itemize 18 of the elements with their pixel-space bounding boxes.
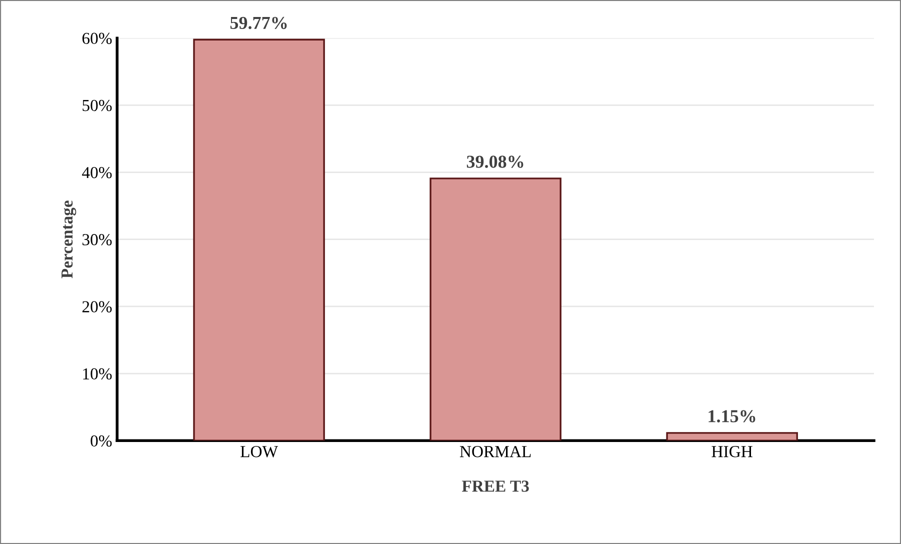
y-tick-label: 0% (90, 435, 112, 447)
x-tick-label: NORMAL (460, 446, 531, 458)
bar (193, 38, 325, 441)
y-tick-label: 30% (82, 234, 112, 246)
y-tick-label: 10% (83, 368, 112, 380)
y-axis-title: Percentage (62, 200, 76, 278)
x-tick-label: LOW (240, 446, 278, 458)
bar (666, 432, 798, 441)
y-tick-label: 60% (82, 32, 112, 44)
x-tick-label: HIGH (712, 446, 752, 458)
y-tick-label: 50% (82, 100, 112, 112)
x-axis-title: FREE T3 (462, 480, 529, 492)
y-tick-label: 20% (82, 301, 112, 312)
data-label: 39.08% (466, 156, 524, 168)
data-label: 59.77% (230, 16, 287, 30)
bar (430, 178, 562, 441)
y-tick-label: 40% (82, 166, 112, 178)
data-label: 1.15% (708, 410, 756, 422)
